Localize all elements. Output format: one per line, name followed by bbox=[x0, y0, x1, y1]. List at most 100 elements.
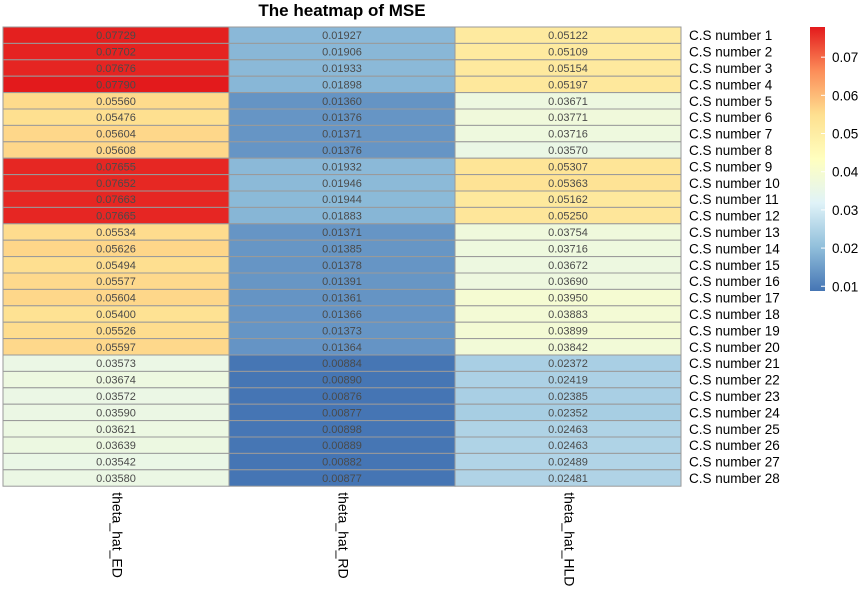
chart-title: The heatmap of MSE bbox=[258, 1, 425, 20]
column-label: theta_hat_HLD bbox=[561, 492, 577, 586]
cell-value-label: 0.05154 bbox=[548, 63, 588, 75]
cell-value-label: 0.01376 bbox=[322, 112, 362, 124]
row-label: C.S number 10 bbox=[689, 176, 780, 191]
cell-value-label: 0.05577 bbox=[96, 276, 136, 288]
cell-value-label: 0.05626 bbox=[96, 243, 136, 255]
cell-value-label: 0.05197 bbox=[548, 79, 588, 91]
row-label: C.S number 27 bbox=[689, 455, 780, 470]
cell-value-label: 0.00876 bbox=[322, 391, 362, 403]
cell-value-label: 0.03570 bbox=[548, 145, 588, 157]
colorbar-gradient bbox=[810, 27, 825, 291]
cell-value-label: 0.03671 bbox=[548, 96, 588, 108]
cell-value-label: 0.03674 bbox=[96, 375, 136, 387]
row-label: C.S number 12 bbox=[689, 209, 780, 224]
row-label: C.S number 20 bbox=[689, 340, 780, 355]
cell-value-label: 0.05597 bbox=[96, 342, 136, 354]
cell-value-label: 0.03754 bbox=[548, 227, 588, 239]
cell-value-label: 0.05494 bbox=[96, 260, 136, 272]
cell-value-label: 0.02463 bbox=[548, 424, 588, 436]
cell-value-label: 0.01371 bbox=[322, 129, 362, 141]
colorbar-legend: 0.01 0.02 0.03 0.04 0.05 0.06 0.07 bbox=[810, 27, 859, 294]
cell-value-label: 0.01944 bbox=[322, 194, 362, 206]
row-label: C.S number 16 bbox=[689, 274, 780, 289]
cell-value-label: 0.01898 bbox=[322, 79, 362, 91]
colorbar-tick-label: 0.07 bbox=[832, 50, 858, 65]
cell-value-label: 0.05526 bbox=[96, 325, 136, 337]
cell-value-label: 0.02385 bbox=[548, 391, 588, 403]
cell-value-label: 0.05109 bbox=[548, 47, 588, 59]
row-label: C.S number 8 bbox=[689, 143, 772, 158]
cell-value-label: 0.03716 bbox=[548, 243, 588, 255]
cell-value-label: 0.03639 bbox=[96, 440, 136, 452]
cell-value-label: 0.01932 bbox=[322, 161, 362, 173]
row-label: C.S number 21 bbox=[689, 356, 780, 371]
colorbar-tick-label: 0.06 bbox=[832, 88, 858, 103]
cell-value-label: 0.01376 bbox=[322, 145, 362, 157]
cell-value-label: 0.01378 bbox=[322, 260, 362, 272]
cell-value-label: 0.03899 bbox=[548, 325, 588, 337]
column-labels: theta_hat_ED theta_hat_RD theta_hat_HLD bbox=[109, 492, 577, 586]
row-label: C.S number 11 bbox=[689, 192, 779, 207]
row-label: C.S number 18 bbox=[689, 307, 780, 322]
cell-value-label: 0.02463 bbox=[548, 440, 588, 452]
cell-value-label: 0.02419 bbox=[548, 375, 588, 387]
cell-value-label: 0.07790 bbox=[96, 79, 136, 91]
cell-value-label: 0.00877 bbox=[322, 407, 362, 419]
cell-value-label: 0.01364 bbox=[322, 342, 362, 354]
colorbar-tick-label: 0.03 bbox=[832, 203, 858, 218]
cell-value-label: 0.00877 bbox=[322, 473, 362, 485]
row-label: C.S number 14 bbox=[689, 241, 780, 256]
cell-value-label: 0.05250 bbox=[548, 211, 588, 223]
row-label: C.S number 9 bbox=[689, 159, 772, 174]
cell-value-label: 0.01927 bbox=[322, 30, 362, 42]
cell-value-label: 0.02372 bbox=[548, 358, 588, 370]
row-label: C.S number 28 bbox=[689, 471, 780, 486]
row-label: C.S number 25 bbox=[689, 422, 780, 437]
cell-value-label: 0.05560 bbox=[96, 96, 136, 108]
cell-value-label: 0.05162 bbox=[548, 194, 588, 206]
row-label: C.S number 19 bbox=[689, 323, 780, 338]
row-label: C.S number 1 bbox=[689, 28, 772, 43]
row-label: C.S number 15 bbox=[689, 258, 780, 273]
cell-value-label: 0.01946 bbox=[322, 178, 362, 190]
cell-value-label: 0.05604 bbox=[96, 129, 136, 141]
cell-value-label: 0.05400 bbox=[96, 309, 136, 321]
row-label: C.S number 22 bbox=[689, 373, 780, 388]
cell-value-label: 0.03573 bbox=[96, 358, 136, 370]
cell-value-label: 0.05363 bbox=[548, 178, 588, 190]
row-label: C.S number 7 bbox=[689, 127, 772, 142]
row-label: C.S number 6 bbox=[689, 110, 772, 125]
cell-value-label: 0.03690 bbox=[548, 276, 588, 288]
cell-value-label: 0.00882 bbox=[322, 457, 362, 469]
cell-value-label: 0.05534 bbox=[96, 227, 136, 239]
column-label: theta_hat_RD bbox=[335, 492, 351, 578]
cell-value-label: 0.05604 bbox=[96, 293, 136, 305]
cell-value-label: 0.00884 bbox=[322, 358, 362, 370]
cell-value-label: 0.01385 bbox=[322, 243, 362, 255]
row-label: C.S number 24 bbox=[689, 405, 780, 420]
cell-value-label: 0.05476 bbox=[96, 112, 136, 124]
cell-value-label: 0.07729 bbox=[96, 30, 136, 42]
cell-value-label: 0.02489 bbox=[548, 457, 588, 469]
cell-value-label: 0.01366 bbox=[322, 309, 362, 321]
cell-value-label: 0.07655 bbox=[96, 161, 136, 173]
cell-value-label: 0.02352 bbox=[548, 407, 588, 419]
cell-value-label: 0.03542 bbox=[96, 457, 136, 469]
cell-value-label: 0.07663 bbox=[96, 194, 136, 206]
cell-value-label: 0.05608 bbox=[96, 145, 136, 157]
row-label: C.S number 17 bbox=[689, 291, 780, 306]
column-label: theta_hat_ED bbox=[109, 492, 125, 578]
row-label: C.S number 2 bbox=[689, 45, 772, 60]
cell-value-label: 0.03672 bbox=[548, 260, 588, 272]
cell-value-label: 0.07676 bbox=[96, 63, 136, 75]
row-label: C.S number 23 bbox=[689, 389, 780, 404]
cell-value-label: 0.03883 bbox=[548, 309, 588, 321]
row-label: C.S number 13 bbox=[689, 225, 780, 240]
cell-value-label: 0.07665 bbox=[96, 211, 136, 223]
cell-value-label: 0.03590 bbox=[96, 407, 136, 419]
cell-value-label: 0.03950 bbox=[548, 293, 588, 305]
cell-value-label: 0.03716 bbox=[548, 129, 588, 141]
cell-value-label: 0.05307 bbox=[548, 161, 588, 173]
cell-value-label: 0.01361 bbox=[322, 293, 362, 305]
